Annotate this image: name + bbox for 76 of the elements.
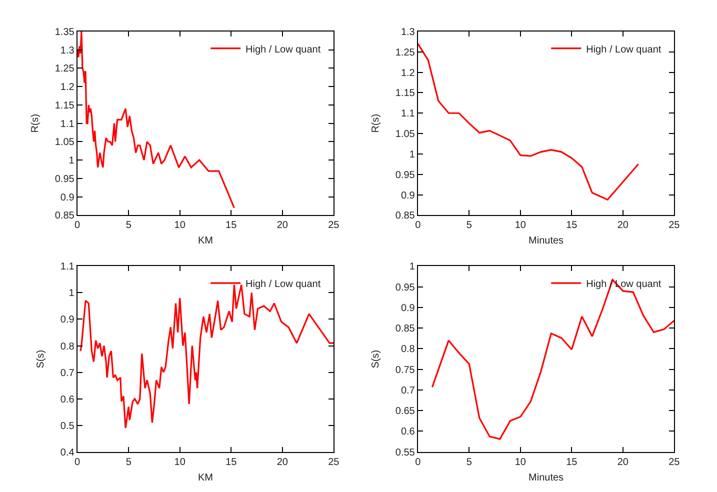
x-tick-label: 0 — [74, 220, 81, 232]
y-tick-label: 1 — [68, 288, 75, 300]
y-tick-label: 0.9 — [400, 190, 416, 202]
y-tick-label: 1.15 — [54, 100, 75, 112]
y-tick-label: 1.3 — [60, 45, 75, 56]
y-axis-title: S(s) — [35, 350, 46, 368]
y-tick-label: 0.6 — [60, 394, 75, 406]
line-series — [77, 31, 235, 209]
y-tick-label: 1.25 — [54, 64, 75, 75]
x-tick-label: 15 — [226, 456, 238, 468]
legend-label: High / Low quant — [246, 278, 321, 290]
x-tick-label: 5 — [126, 220, 132, 232]
y-tick-label: 0.9 — [400, 302, 416, 314]
y-tick-label: 0.55 — [395, 447, 416, 458]
y-tick-label: 1.05 — [54, 137, 75, 148]
y-tick-label: 1 — [68, 156, 75, 167]
x-tick-label: 5 — [466, 456, 472, 468]
y-tick-label: 0.85 — [395, 324, 416, 335]
x-axis-title: Minutes — [528, 472, 564, 484]
y-tick-label: 0.9 — [60, 192, 75, 204]
y-tick-label: 0.7 — [400, 385, 416, 396]
y-tick-label: 0.7 — [60, 368, 75, 379]
legend-label: High / Low quant — [246, 44, 321, 56]
y-tick-label: 1.05 — [395, 129, 416, 140]
x-tick-label: 0 — [415, 220, 422, 232]
y-tick-label: 0.65 — [395, 406, 416, 418]
x-axis-title: KM — [198, 472, 213, 484]
y-tick-label: 0.4 — [60, 447, 75, 458]
x-tick-label: 20 — [617, 456, 629, 468]
x-tick-label: 25 — [668, 220, 680, 232]
x-tick-label: 0 — [415, 456, 422, 468]
y-tick-label: 0.5 — [60, 420, 75, 432]
y-tick-label: 0.9 — [60, 314, 75, 326]
y-tick-label: 0.8 — [60, 341, 75, 352]
y-tick-label: 0.95 — [395, 282, 416, 294]
x-tick-label: 5 — [126, 456, 132, 468]
x-tick-label: 10 — [514, 456, 526, 468]
y-tick-label: 0.6 — [400, 426, 416, 438]
y-axis-title: S(s) — [370, 350, 382, 368]
y-tick-label: 1.1 — [60, 118, 75, 130]
y-tick-label: 0.8 — [400, 344, 416, 356]
line-series — [431, 279, 674, 440]
y-axis-title: R(s) — [30, 114, 41, 133]
y-tick-label: 0.95 — [54, 174, 75, 185]
x-tick-label: 0 — [74, 456, 81, 468]
x-tick-label: 5 — [466, 220, 472, 232]
y-tick-label: 1.2 — [60, 82, 75, 94]
y-axis-title: R(s) — [370, 114, 382, 133]
y-tick-label: 0.75 — [395, 364, 416, 376]
x-tick-label: 25 — [328, 456, 340, 468]
x-tick-label: 10 — [174, 456, 186, 468]
y-tick-label: 1.25 — [395, 47, 416, 58]
y-tick-label: 0.85 — [54, 210, 75, 222]
y-tick-label: 1.15 — [395, 88, 416, 100]
y-tick-label: 0.85 — [395, 210, 416, 222]
x-axis-title: Minutes — [528, 236, 564, 247]
legend-label: High / Low quant — [586, 44, 662, 56]
x-tick-label: 25 — [668, 456, 680, 468]
y-tick-label: 1.2 — [400, 68, 416, 79]
x-tick-label: 15 — [226, 220, 238, 232]
y-tick-label: 0.95 — [395, 170, 416, 181]
x-tick-label: 15 — [566, 220, 578, 232]
y-tick-label: 1.3 — [400, 26, 416, 38]
x-axis-title: KM — [198, 236, 213, 247]
x-tick-label: 20 — [617, 220, 629, 232]
x-tick-label: 10 — [514, 220, 526, 232]
y-tick-label: 1.1 — [60, 262, 75, 273]
x-tick-label: 20 — [276, 220, 288, 232]
x-tick-label: 10 — [174, 220, 186, 232]
y-tick-label: 1.35 — [54, 26, 75, 38]
y-tick-label: 1 — [409, 262, 416, 273]
x-tick-label: 15 — [566, 456, 578, 468]
y-tick-label: 1.1 — [400, 108, 416, 120]
y-tick-label: 1 — [409, 149, 416, 160]
x-tick-label: 25 — [328, 220, 340, 232]
x-tick-label: 20 — [276, 456, 288, 468]
